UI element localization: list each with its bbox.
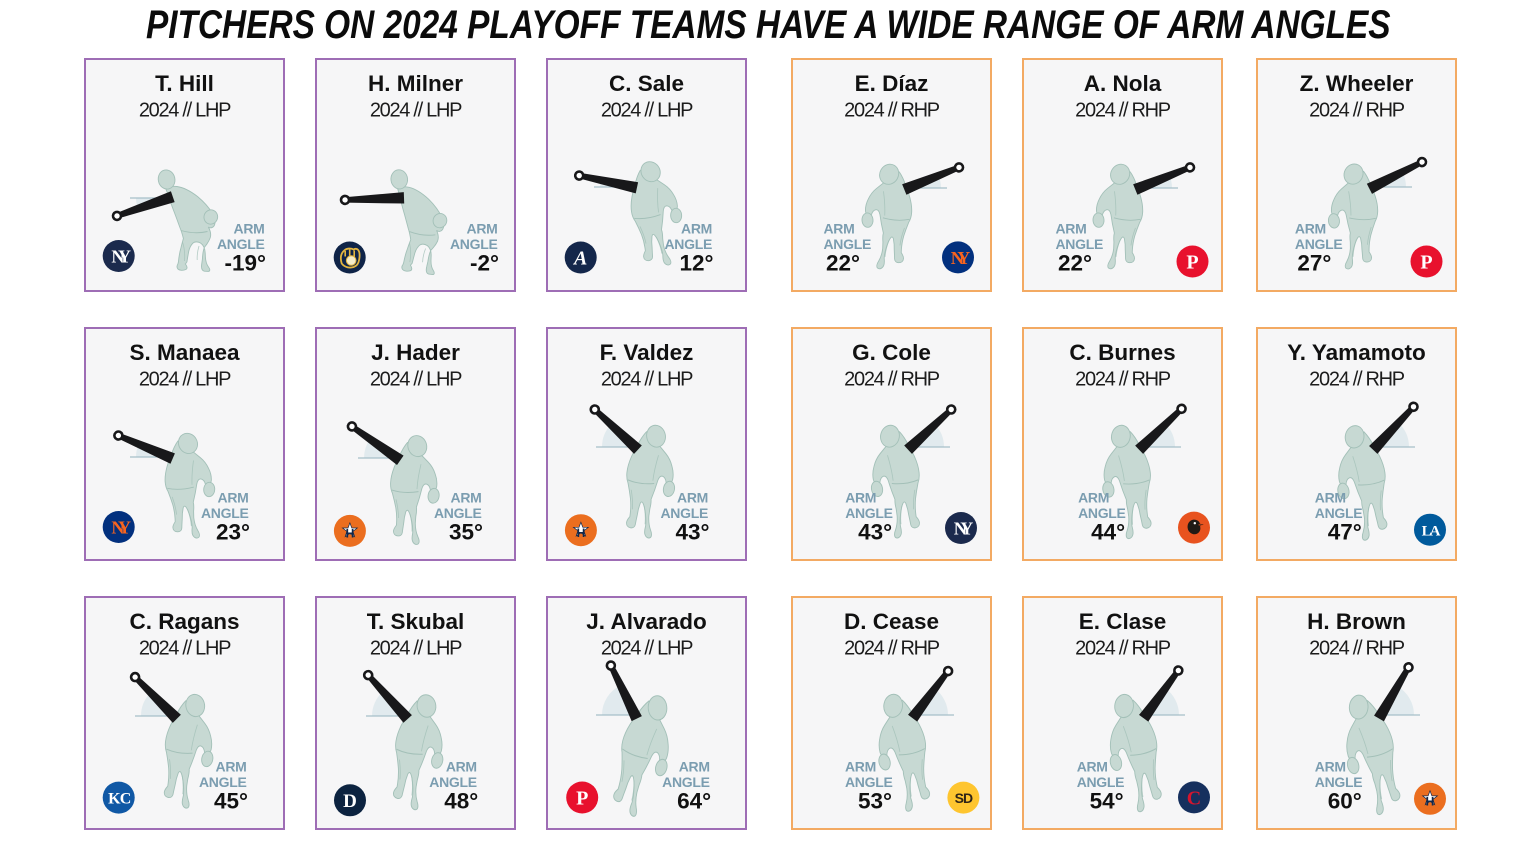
svg-text:ANGLE: ANGLE	[664, 236, 712, 252]
svg-text:ARM: ARM	[845, 758, 876, 774]
svg-text:ANGLE: ANGLE	[429, 774, 477, 790]
svg-text:2024 // RHP: 2024 // RHP	[844, 369, 940, 391]
svg-text:ANGLE: ANGLE	[201, 505, 249, 521]
svg-text:60°: 60°	[1328, 789, 1362, 814]
svg-text:ANGLE: ANGLE	[450, 236, 498, 252]
svg-text:ARM: ARM	[679, 758, 710, 774]
svg-text:2024 // RHP: 2024 // RHP	[844, 638, 940, 660]
svg-text:ANGLE: ANGLE	[217, 236, 265, 252]
svg-text:A. Nola: A. Nola	[1084, 71, 1162, 96]
svg-text:2024 // RHP: 2024 // RHP	[1075, 100, 1171, 122]
svg-text:23°: 23°	[216, 520, 250, 545]
svg-text:2024 // LHP: 2024 // LHP	[370, 100, 462, 122]
svg-text:ARM: ARM	[845, 489, 876, 505]
svg-text:ARM: ARM	[446, 758, 477, 774]
svg-text:ANGLE: ANGLE	[1315, 505, 1363, 521]
svg-text:ANGLE: ANGLE	[1315, 774, 1363, 790]
svg-text:2024 // LHP: 2024 // LHP	[139, 638, 231, 660]
svg-text:12°: 12°	[679, 251, 713, 276]
svg-text:-2°: -2°	[470, 251, 499, 276]
svg-text:E. Díaz: E. Díaz	[855, 71, 929, 96]
svg-text:43°: 43°	[858, 520, 892, 545]
svg-text:2024 // RHP: 2024 // RHP	[1309, 369, 1405, 391]
svg-text:2024 // LHP: 2024 // LHP	[601, 100, 693, 122]
svg-text:22°: 22°	[826, 251, 860, 276]
svg-text:ANGLE: ANGLE	[662, 774, 710, 790]
svg-text:45°: 45°	[214, 789, 248, 814]
svg-text:ARM: ARM	[467, 220, 498, 236]
svg-text:S. Manaea: S. Manaea	[129, 340, 240, 365]
svg-text:D. Cease: D. Cease	[844, 609, 939, 634]
svg-text:H. Brown: H. Brown	[1307, 609, 1406, 634]
svg-text:F. Valdez: F. Valdez	[600, 340, 694, 365]
svg-text:C. Burnes: C. Burnes	[1069, 340, 1175, 365]
svg-text:Y. Yamamoto: Y. Yamamoto	[1287, 340, 1425, 365]
svg-text:J. Hader: J. Hader	[371, 340, 460, 365]
svg-text:35°: 35°	[449, 520, 483, 545]
svg-text:ARM: ARM	[216, 758, 247, 774]
svg-text:ANGLE: ANGLE	[1295, 236, 1343, 252]
svg-text:T. Hill: T. Hill	[155, 71, 214, 96]
svg-text:47°: 47°	[1328, 520, 1362, 545]
svg-text:H. Milner: H. Milner	[368, 71, 463, 96]
svg-text:ARM: ARM	[218, 489, 249, 505]
svg-text:54°: 54°	[1090, 789, 1124, 814]
svg-text:2024 // LHP: 2024 // LHP	[370, 369, 462, 391]
svg-text:2024 // RHP: 2024 // RHP	[1075, 638, 1171, 660]
svg-text:ARM: ARM	[824, 220, 855, 236]
svg-text:22°: 22°	[1058, 251, 1092, 276]
svg-text:2024 // LHP: 2024 // LHP	[601, 369, 693, 391]
svg-text:C. Sale: C. Sale	[609, 71, 684, 96]
svg-text:53°: 53°	[858, 789, 892, 814]
svg-text:ANGLE: ANGLE	[660, 505, 708, 521]
svg-text:ANGLE: ANGLE	[434, 505, 482, 521]
svg-text:-19°: -19°	[224, 251, 266, 276]
svg-text:G. Cole: G. Cole	[852, 340, 931, 365]
svg-text:ARM: ARM	[1295, 220, 1326, 236]
svg-text:ANGLE: ANGLE	[1077, 774, 1125, 790]
svg-text:T. Skubal: T. Skubal	[367, 609, 465, 634]
svg-text:2024 // LHP: 2024 // LHP	[139, 369, 231, 391]
svg-text:ARM: ARM	[1078, 489, 1109, 505]
svg-text:ANGLE: ANGLE	[845, 774, 893, 790]
svg-text:2024 // RHP: 2024 // RHP	[844, 100, 940, 122]
svg-text:44°: 44°	[1091, 520, 1125, 545]
svg-text:2024 // LHP: 2024 // LHP	[370, 638, 462, 660]
svg-text:2024 // RHP: 2024 // RHP	[1075, 369, 1171, 391]
svg-text:ANGLE: ANGLE	[1078, 505, 1126, 521]
svg-text:2024 // LHP: 2024 // LHP	[139, 100, 231, 122]
svg-text:ARM: ARM	[234, 220, 265, 236]
svg-text:ANGLE: ANGLE	[824, 236, 872, 252]
svg-text:64°: 64°	[677, 789, 711, 814]
svg-text:2024 // LHP: 2024 // LHP	[601, 638, 693, 660]
svg-text:ARM: ARM	[1315, 758, 1346, 774]
svg-text:2024 // RHP: 2024 // RHP	[1309, 100, 1405, 122]
svg-text:27°: 27°	[1297, 251, 1331, 276]
svg-text:ARM: ARM	[1056, 220, 1087, 236]
svg-text:E. Clase: E. Clase	[1079, 609, 1167, 634]
svg-text:J. Alvarado: J. Alvarado	[586, 609, 706, 634]
svg-text:ANGLE: ANGLE	[1056, 236, 1104, 252]
svg-text:Z. Wheeler: Z. Wheeler	[1300, 71, 1414, 96]
svg-text:ARM: ARM	[681, 220, 712, 236]
svg-text:ARM: ARM	[451, 489, 482, 505]
svg-text:ARM: ARM	[1077, 758, 1108, 774]
svg-text:C. Ragans: C. Ragans	[129, 609, 239, 634]
svg-text:48°: 48°	[444, 789, 478, 814]
svg-text:ARM: ARM	[1315, 489, 1346, 505]
svg-text:2024 // RHP: 2024 // RHP	[1309, 638, 1405, 660]
svg-text:ARM: ARM	[677, 489, 708, 505]
svg-text:ANGLE: ANGLE	[199, 774, 247, 790]
svg-text:ANGLE: ANGLE	[845, 505, 893, 521]
svg-text:43°: 43°	[675, 520, 709, 545]
